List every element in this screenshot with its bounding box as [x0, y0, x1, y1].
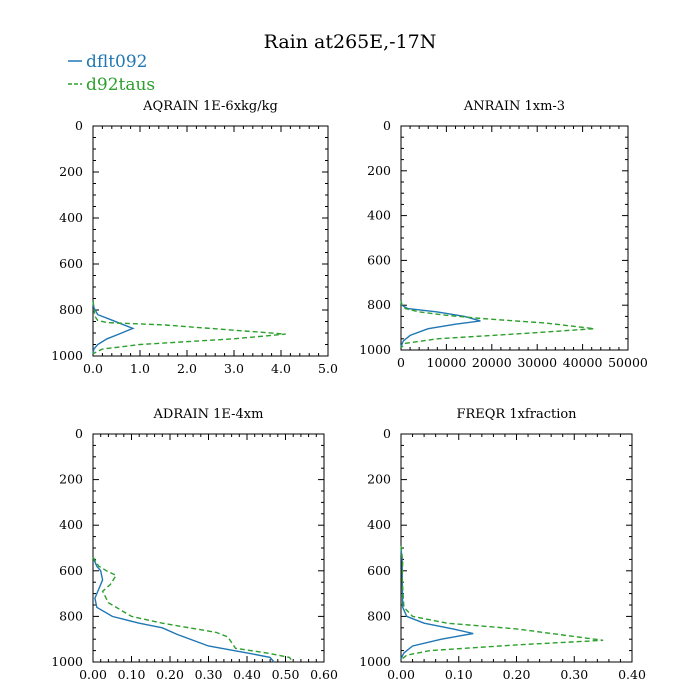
x-tick-label: 2.0: [177, 361, 197, 376]
panel-title: ADRAIN 1E-4xm: [153, 407, 264, 422]
y-tick-label: 800: [59, 608, 83, 623]
legend: dflt092 d92taus: [68, 52, 155, 95]
x-tick-label: 40000: [563, 355, 603, 370]
y-tick-label: 200: [59, 472, 83, 487]
x-tick-label: 0.20: [156, 667, 184, 682]
x-tick-label: 20000: [472, 355, 512, 370]
y-tick-label: 800: [367, 297, 391, 312]
x-tick-label: 0: [397, 355, 405, 370]
x-tick-label: 0.50: [272, 667, 300, 682]
x-tick-label: 0.30: [195, 667, 223, 682]
y-tick-label: 1000: [51, 654, 83, 669]
x-tick-label: 3.0: [224, 361, 244, 376]
panel-title: ANRAIN 1xm-3: [463, 99, 565, 114]
y-tick-label: 600: [59, 256, 83, 271]
x-tick-label: 50000: [608, 355, 648, 370]
series-line-dflt092: [400, 300, 481, 347]
legend-label-d92taus: d92taus: [86, 75, 155, 95]
y-tick-label: 1000: [51, 348, 83, 363]
series-line-dflt092: [92, 300, 135, 354]
y-tick-label: 400: [367, 517, 391, 532]
x-tick-label: 4.0: [271, 361, 291, 376]
series-line-d92taus: [92, 556, 294, 663]
y-tick-label: 200: [367, 472, 391, 487]
y-tick-label: 1000: [359, 342, 391, 357]
series-line-d92taus: [92, 300, 286, 355]
series-line-d92taus: [400, 545, 604, 661]
x-tick-label: 0.10: [118, 667, 146, 682]
y-tick-label: 600: [59, 563, 83, 578]
plot-frame: [400, 433, 633, 663]
series-line-d92taus: [400, 300, 595, 349]
panel-title: AQRAIN 1E-6xkg/kg: [142, 99, 278, 114]
x-tick-label: 0.40: [233, 667, 261, 682]
y-tick-label: 400: [59, 210, 83, 225]
plot-frame: [92, 125, 329, 357]
y-tick-label: 600: [367, 252, 391, 267]
y-tick-label: 600: [367, 563, 391, 578]
series-line-dflt092: [400, 547, 474, 659]
x-tick-label: 10000: [427, 355, 467, 370]
panel-freqr: FREQR 1xfraction 0 200 400 600 800 10000.00 0.1…: [359, 407, 646, 682]
x-tick-label: 0.00: [387, 667, 415, 682]
series-line-dflt092: [92, 556, 275, 663]
legend-label-dflt092: dflt092: [86, 52, 148, 72]
panel-aqrain: AQRAIN 1E-6xkg/kg 0 200 400 600 800 10000.0 1.0…: [51, 99, 338, 376]
x-tick-label: 5.0: [318, 361, 338, 376]
y-tick-label: 0: [383, 118, 391, 133]
x-tick-label: 0.30: [560, 667, 588, 682]
x-tick-label: 0.10: [445, 667, 473, 682]
x-tick-label: 0.40: [618, 667, 646, 682]
figure-title: Rain at265E,-17N: [264, 31, 437, 53]
x-tick-label: 0.60: [310, 667, 338, 682]
y-tick-label: 0: [75, 426, 83, 441]
y-tick-label: 200: [59, 164, 83, 179]
x-tick-label: 0.00: [79, 667, 107, 682]
y-tick-label: 800: [59, 302, 83, 317]
panel-adrain: ADRAIN 1E-4xm 0 200 400 600 800 10000.00 0.10 0.…: [51, 407, 338, 682]
panel-title: FREQR 1xfraction: [456, 407, 577, 422]
y-tick-label: 400: [59, 517, 83, 532]
x-tick-label: 0.0: [83, 361, 103, 376]
x-tick-label: 1.0: [130, 361, 150, 376]
plot-frame: [92, 433, 325, 663]
y-tick-label: 0: [383, 426, 391, 441]
plot-frame: [400, 125, 629, 351]
y-tick-label: 1000: [359, 654, 391, 669]
y-tick-label: 400: [367, 208, 391, 223]
x-tick-label: 0.20: [503, 667, 531, 682]
x-tick-label: 30000: [517, 355, 557, 370]
y-tick-label: 0: [75, 118, 83, 133]
y-tick-label: 800: [367, 608, 391, 623]
y-tick-label: 200: [367, 163, 391, 178]
